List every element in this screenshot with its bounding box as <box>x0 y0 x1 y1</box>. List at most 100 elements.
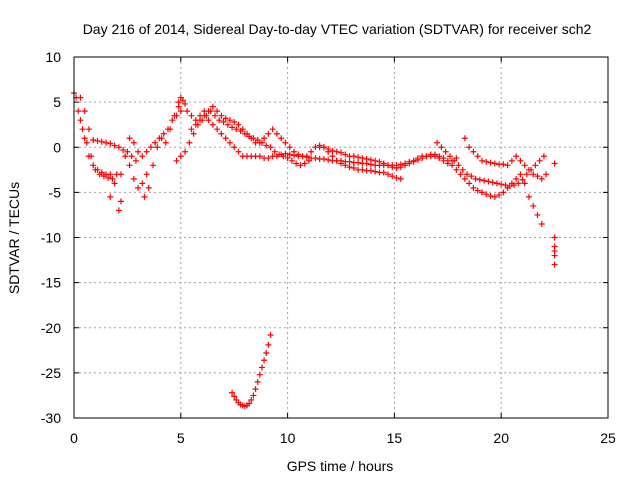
data-point <box>410 158 417 165</box>
data-point <box>256 371 263 378</box>
data-point <box>530 202 537 209</box>
data-point <box>126 135 133 142</box>
x-tick-label: 5 <box>177 430 185 446</box>
data-point <box>267 144 274 151</box>
data-point <box>393 165 400 172</box>
y-tick-label: -25 <box>41 365 61 381</box>
data-point <box>325 156 332 163</box>
data-point <box>461 135 468 142</box>
data-point <box>263 350 270 357</box>
data-point <box>551 160 558 167</box>
data-point <box>226 139 233 146</box>
data-point <box>350 165 357 172</box>
data-point <box>508 157 515 164</box>
data-point <box>519 176 526 183</box>
data-point <box>320 144 327 151</box>
data-point <box>434 139 441 146</box>
data-point <box>338 160 344 167</box>
y-tick-label: 0 <box>53 139 61 155</box>
data-point <box>117 171 124 178</box>
data-point <box>419 155 426 162</box>
data-point <box>402 162 409 169</box>
data-point <box>380 160 387 167</box>
data-point <box>329 147 336 154</box>
data-point <box>538 175 545 182</box>
data-point <box>211 112 218 119</box>
data-point <box>107 140 114 147</box>
data-point <box>107 171 114 178</box>
data-point <box>303 153 310 160</box>
data-point <box>139 153 146 160</box>
data-point <box>132 157 139 164</box>
data-point <box>515 180 522 187</box>
data-point <box>98 169 105 176</box>
data-point <box>190 130 197 137</box>
data-point <box>487 159 494 166</box>
data-point <box>359 155 366 162</box>
data-point <box>179 97 186 104</box>
series-track-3 <box>77 94 139 164</box>
data-point <box>286 151 293 158</box>
data-point <box>167 126 174 133</box>
data-point <box>438 144 445 151</box>
x-tick-labels: 0 5 10 15 20 25 <box>70 430 616 446</box>
data-point <box>235 148 242 155</box>
data-point <box>320 155 327 162</box>
data-point <box>481 177 488 184</box>
data-point <box>278 135 285 142</box>
data-point <box>483 191 490 198</box>
data-point <box>77 117 84 124</box>
data-point <box>177 108 184 115</box>
data-point <box>256 153 263 160</box>
data-point <box>188 126 195 133</box>
y-tick-label: -5 <box>49 184 62 200</box>
data-point <box>461 175 468 182</box>
data-point <box>265 155 272 162</box>
series-track-13 <box>229 331 274 410</box>
data-point <box>451 157 458 164</box>
data-point <box>308 148 315 155</box>
data-point <box>301 160 308 167</box>
data-point <box>455 162 462 169</box>
x-tick-label: 0 <box>70 430 78 446</box>
data-point <box>453 166 460 173</box>
data-point <box>162 139 169 146</box>
data-point <box>248 135 255 142</box>
data-point <box>98 138 105 145</box>
data-point <box>135 184 142 191</box>
y-tick-label: 5 <box>53 94 61 110</box>
data-point <box>355 154 362 161</box>
data-point <box>372 157 379 164</box>
data-point <box>188 112 195 119</box>
data-point <box>476 176 483 183</box>
data-point <box>124 148 131 155</box>
data-point <box>145 184 152 191</box>
data-point <box>466 144 473 151</box>
grid <box>74 57 608 418</box>
data-point <box>111 142 118 149</box>
data-point <box>109 175 116 182</box>
data-point <box>214 126 221 133</box>
data-point <box>350 153 357 160</box>
data-point <box>502 182 509 189</box>
data-point <box>478 189 485 196</box>
data-point <box>209 103 216 110</box>
data-point <box>551 234 558 241</box>
y-tick-label: -20 <box>41 320 61 336</box>
data-point <box>532 162 539 169</box>
data-point <box>175 99 182 106</box>
data-point <box>291 148 298 155</box>
data-point <box>491 193 498 200</box>
data-point <box>81 108 88 115</box>
data-point <box>397 175 404 182</box>
data-point <box>111 180 118 187</box>
data-point <box>551 261 558 268</box>
data-point <box>367 156 374 163</box>
data-point <box>218 112 225 119</box>
series-track-9 <box>188 103 404 182</box>
data-point <box>380 169 387 176</box>
data-point <box>233 126 240 133</box>
data-point <box>222 115 229 122</box>
data-point <box>256 139 263 146</box>
